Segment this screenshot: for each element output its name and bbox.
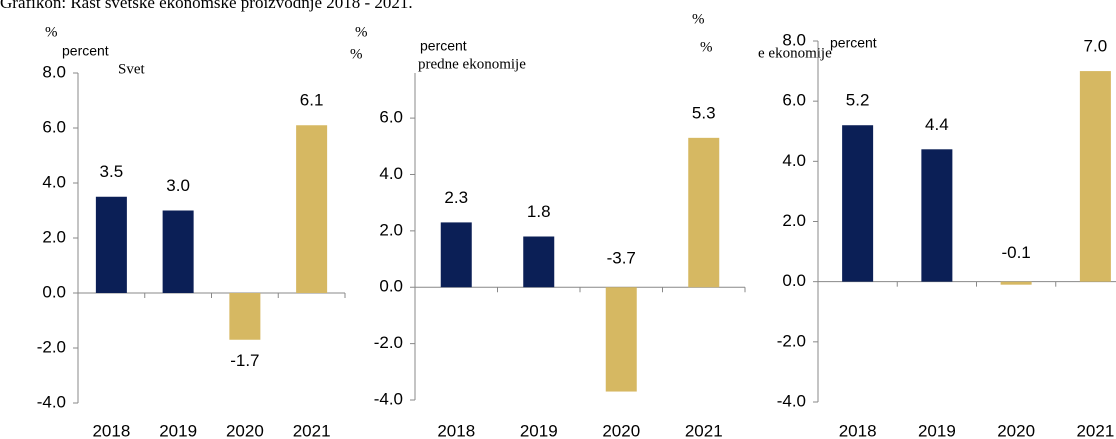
value-label: 5.3 xyxy=(692,103,716,122)
y-tick-label: -2.0 xyxy=(374,333,403,352)
annotation: % xyxy=(692,11,705,27)
value-label: 4.4 xyxy=(925,115,949,134)
y-tick-label: -2.0 xyxy=(37,337,66,356)
annotation: % xyxy=(350,46,363,62)
page-title: Grafikon: Rast svetske ekonomske proizvo… xyxy=(0,0,413,12)
bar xyxy=(1079,71,1111,282)
unit-label: % xyxy=(355,24,368,40)
x-tick-label: 2020 xyxy=(997,421,1035,439)
value-label: 3.0 xyxy=(166,176,190,195)
y-tick-label: 0.0 xyxy=(42,282,66,301)
y-tick-label: -4.0 xyxy=(374,389,403,408)
x-tick-label: 2021 xyxy=(1076,421,1114,439)
x-tick-label: 2019 xyxy=(159,421,197,439)
x-tick-label: 2020 xyxy=(226,421,264,439)
value-label: -1.7 xyxy=(230,351,259,370)
x-tick-label: 2021 xyxy=(293,421,331,439)
bar xyxy=(1000,281,1032,285)
y-tick-label: 8.0 xyxy=(782,30,806,49)
y-tick-label: -4.0 xyxy=(777,391,806,410)
y-tick-label: 4.0 xyxy=(42,172,66,191)
value-label: -3.7 xyxy=(607,249,636,268)
y-tick-label: 6.0 xyxy=(379,108,403,127)
y-tick-label: -4.0 xyxy=(37,392,66,411)
y-tick-label: -2.0 xyxy=(777,331,806,350)
y-tick-label: 6.0 xyxy=(42,117,66,136)
panel-subtitle: percent xyxy=(62,43,109,59)
y-tick-label: 0.0 xyxy=(379,277,403,296)
bar xyxy=(842,125,874,282)
bar xyxy=(296,125,328,293)
bar xyxy=(605,287,637,392)
value-label: 7.0 xyxy=(1084,37,1108,56)
bar xyxy=(523,236,555,288)
y-tick-label: 2.0 xyxy=(42,227,66,246)
panel-subtitle: percent xyxy=(830,35,877,51)
y-tick-label: 4.0 xyxy=(379,164,403,183)
value-label: 6.1 xyxy=(300,91,324,110)
unit-label: % xyxy=(45,24,58,40)
bar xyxy=(162,210,194,293)
x-tick-label: 2021 xyxy=(685,421,723,439)
annotation: % xyxy=(700,39,713,55)
y-tick-label: 8.0 xyxy=(42,62,66,81)
bar xyxy=(95,196,127,293)
value-label: 2.3 xyxy=(444,188,468,207)
x-tick-label: 2020 xyxy=(602,421,640,439)
bar xyxy=(440,222,472,288)
x-tick-label: 2019 xyxy=(520,421,558,439)
x-tick-label: 2018 xyxy=(839,421,877,439)
y-tick-label: 6.0 xyxy=(782,91,806,110)
y-tick-label: 4.0 xyxy=(782,151,806,170)
panel-subtitle: percent xyxy=(420,38,467,54)
panel-title: e ekonomije xyxy=(758,45,832,61)
bar xyxy=(229,293,261,340)
value-label: -0.1 xyxy=(1001,243,1030,262)
x-tick-label: 2018 xyxy=(437,421,475,439)
y-tick-label: 2.0 xyxy=(782,211,806,230)
value-label: 3.5 xyxy=(100,162,124,181)
bar xyxy=(688,137,720,288)
panel-title: Svet xyxy=(118,61,146,77)
value-label: 5.2 xyxy=(846,91,870,110)
x-tick-label: 2019 xyxy=(918,421,956,439)
panel-title: predne ekonomije xyxy=(418,56,526,72)
value-label: 1.8 xyxy=(527,202,551,221)
y-tick-label: 2.0 xyxy=(379,220,403,239)
y-tick-label: 0.0 xyxy=(782,271,806,290)
bar xyxy=(921,149,953,282)
x-tick-label: 2018 xyxy=(92,421,130,439)
